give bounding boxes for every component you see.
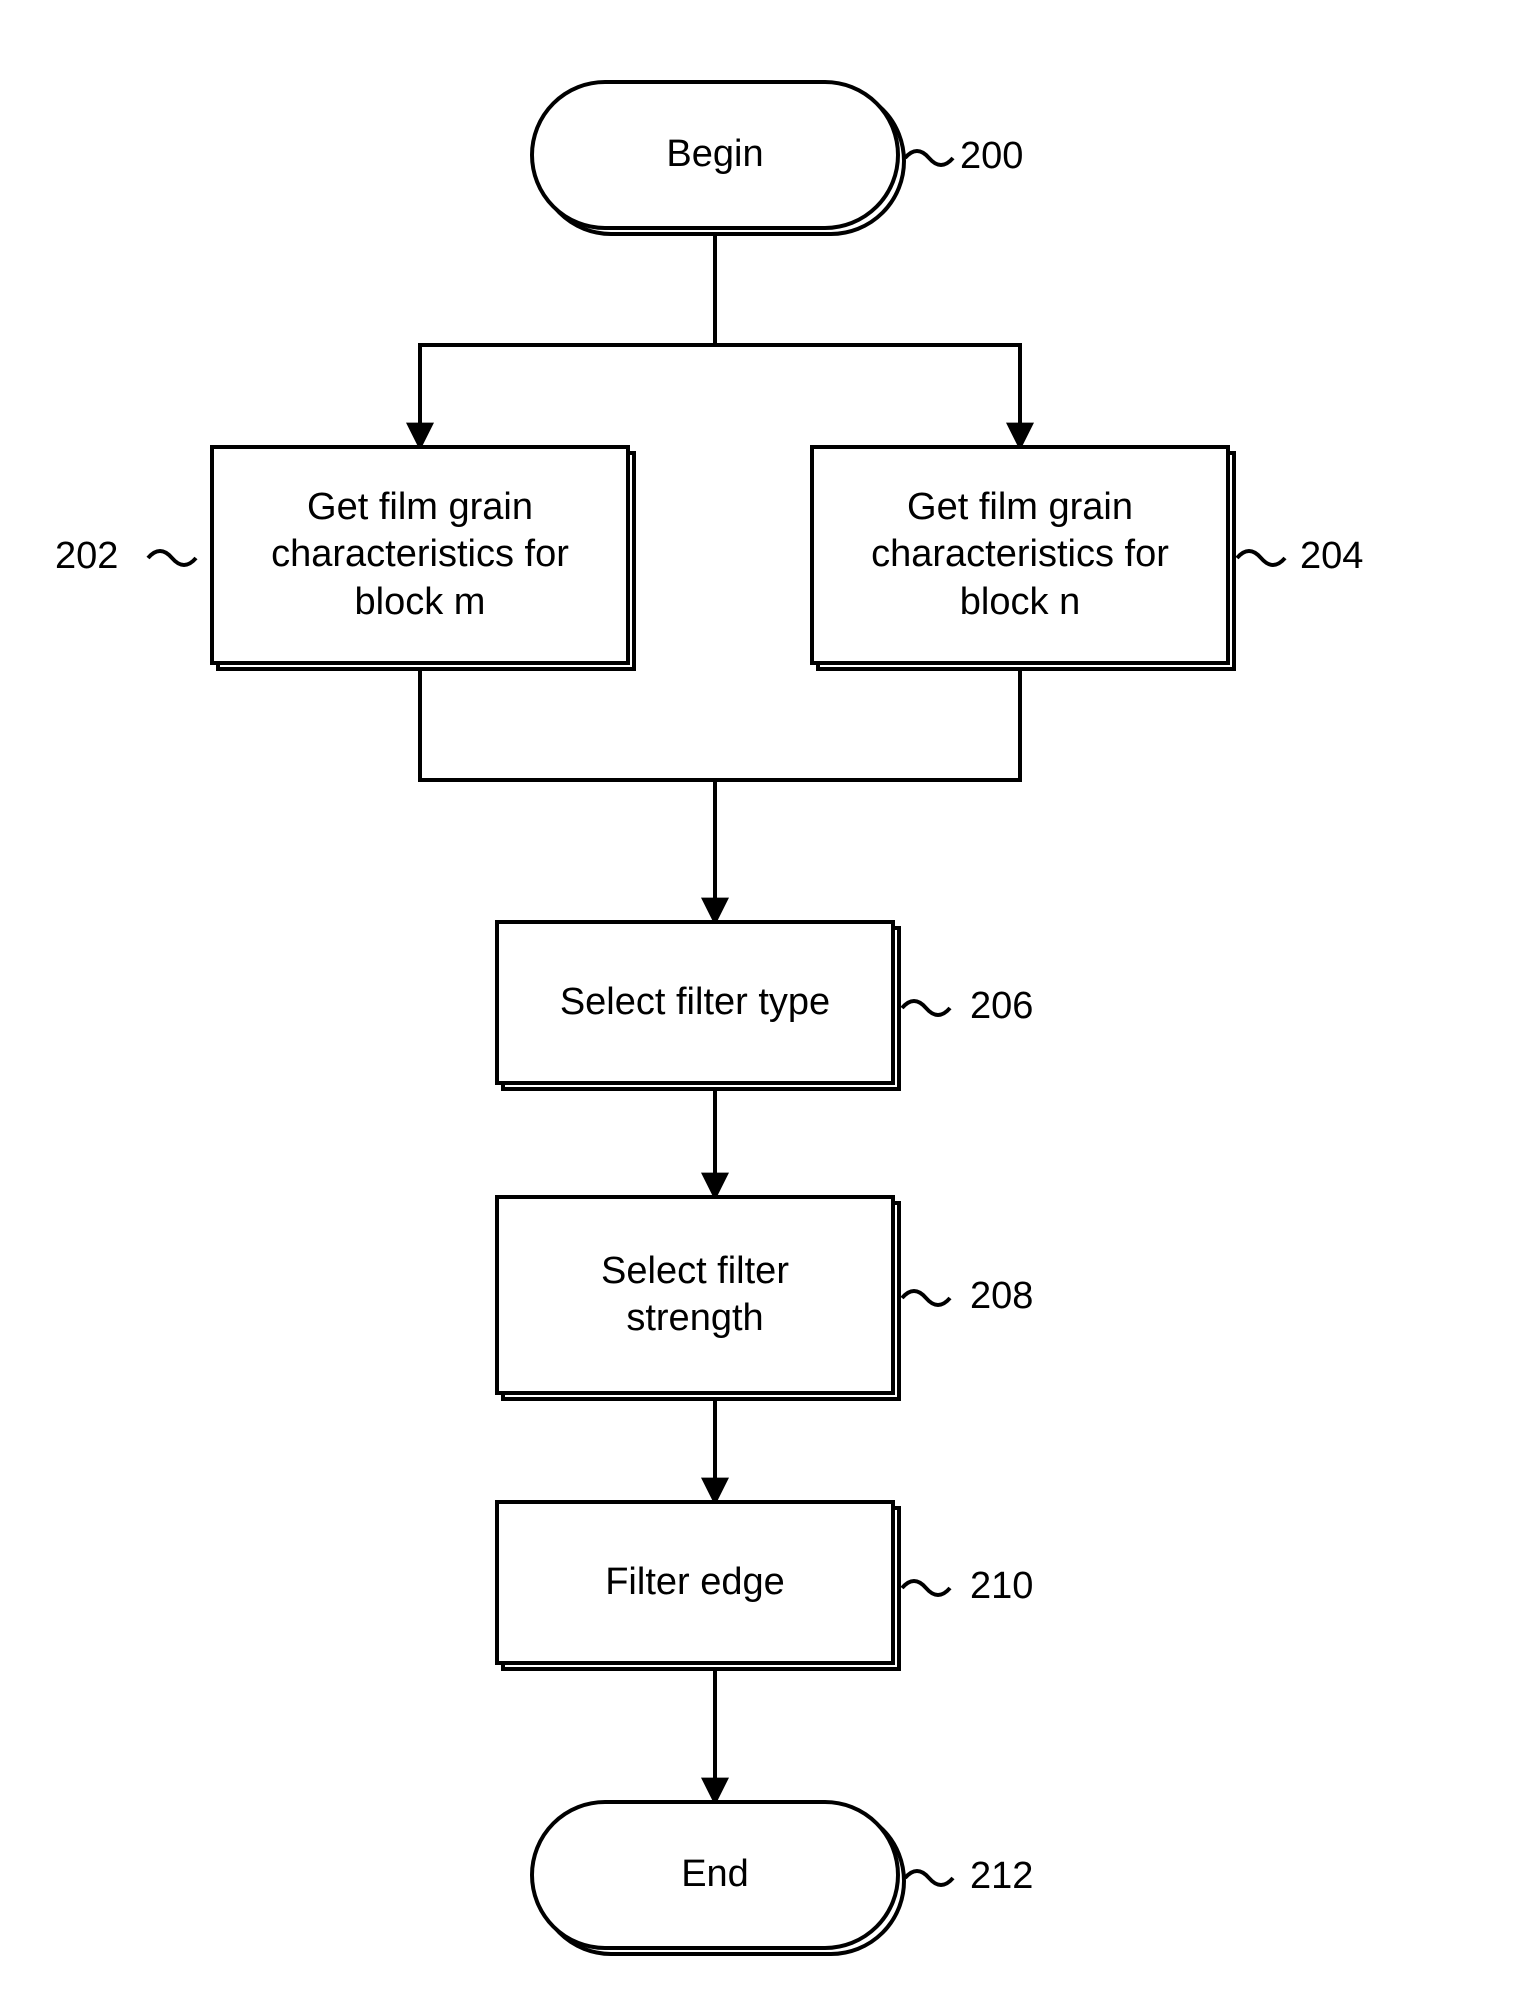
ref-212-text: 212 <box>970 1855 1033 1897</box>
node-end-label: End <box>681 1851 749 1899</box>
node-block-n-label: Get film grain characteristics for block… <box>834 484 1206 627</box>
node-filter-strength: Select filter strength <box>495 1195 895 1395</box>
ref-208-text: 208 <box>970 1275 1033 1317</box>
ref-200-text: 200 <box>960 135 1023 177</box>
ref-204: 204 <box>1300 535 1363 578</box>
node-filter-type-label: Select filter type <box>560 979 830 1027</box>
ref-206: 206 <box>970 985 1033 1028</box>
ref-212: 212 <box>970 1855 1033 1898</box>
ref-202: 202 <box>55 535 118 578</box>
ref-208: 208 <box>970 1275 1033 1318</box>
node-filter-edge: Filter edge <box>495 1500 895 1665</box>
ref-200: 200 <box>960 135 1023 178</box>
node-filter-strength-label: Select filter strength <box>529 1248 861 1343</box>
node-begin: Begin <box>530 80 900 230</box>
node-end: End <box>530 1800 900 1950</box>
ref-210: 210 <box>970 1565 1033 1608</box>
node-block-m: Get film grain characteristics for block… <box>210 445 630 665</box>
node-filter-edge-label: Filter edge <box>605 1559 785 1607</box>
node-block-n: Get film grain characteristics for block… <box>810 445 1230 665</box>
node-begin-label: Begin <box>666 131 763 179</box>
node-block-m-label: Get film grain characteristics for block… <box>234 484 606 627</box>
ref-204-text: 204 <box>1300 535 1363 577</box>
ref-206-text: 206 <box>970 985 1033 1027</box>
node-filter-type: Select filter type <box>495 920 895 1085</box>
ref-202-text: 202 <box>55 535 118 577</box>
ref-210-text: 210 <box>970 1565 1033 1607</box>
flowchart-canvas: Begin Get film grain characteristics for… <box>0 0 1533 2016</box>
